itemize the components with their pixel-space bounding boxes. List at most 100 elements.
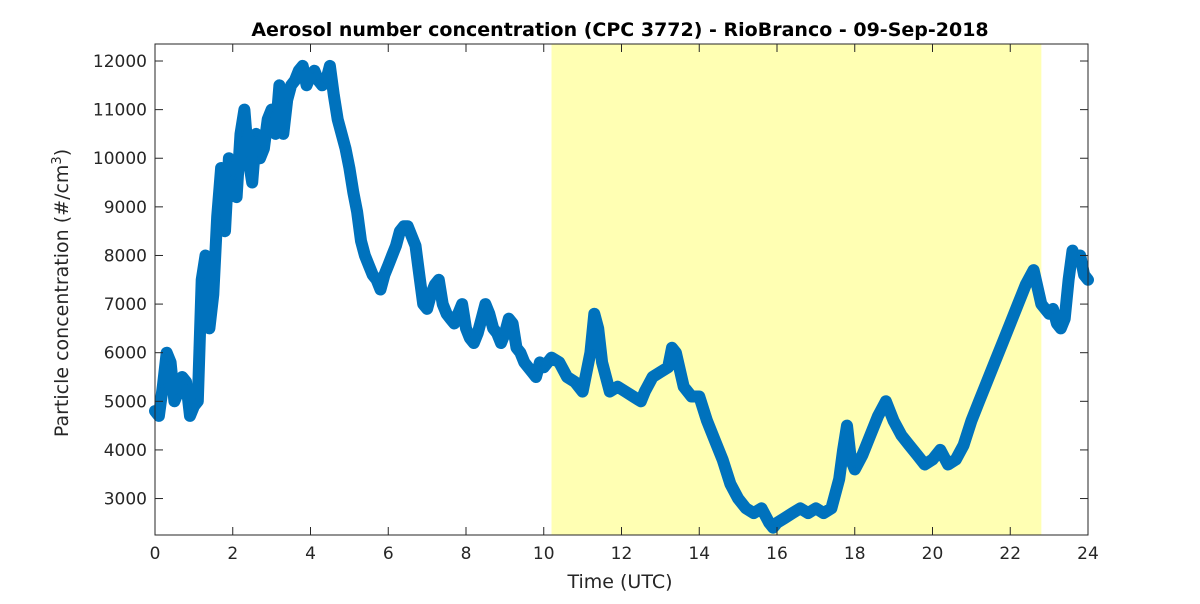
x-tick-label: 10	[533, 544, 555, 564]
data-point	[1044, 309, 1054, 319]
data-point	[570, 377, 580, 387]
y-axis-label: Particle concentration (#/cm3)	[50, 149, 74, 437]
highlight-interval	[551, 44, 1042, 535]
data-point	[473, 329, 482, 338]
data-point	[356, 236, 366, 246]
x-tick-label: 8	[461, 544, 472, 564]
data-point	[1048, 304, 1058, 314]
data-point	[298, 61, 307, 71]
data-point	[527, 367, 537, 377]
data-point	[1060, 314, 1069, 323]
data-point	[912, 450, 922, 459]
data-point	[154, 411, 164, 421]
data-point	[827, 504, 836, 513]
data-point	[158, 382, 167, 391]
data-point	[547, 353, 556, 362]
data-point	[454, 309, 463, 319]
data-point	[846, 455, 856, 464]
data-point	[535, 358, 545, 367]
y-axis: 3000 4000 5000 6000 7000 8000 9000 10000 11000 12…	[93, 52, 1088, 510]
data-point	[936, 445, 945, 455]
data-point	[663, 363, 673, 372]
data-point	[897, 431, 906, 440]
data-point	[512, 343, 521, 353]
y-axis-label-suffix: )	[51, 149, 73, 156]
data-point	[364, 260, 374, 270]
data-point	[562, 372, 572, 382]
data-point	[597, 358, 607, 367]
data-point	[259, 144, 269, 153]
data-point	[240, 105, 249, 114]
data-point	[904, 440, 914, 450]
data-point	[282, 95, 292, 105]
data-point	[446, 314, 455, 323]
data-point	[500, 329, 510, 338]
data-point	[508, 319, 517, 328]
data-point	[990, 358, 999, 367]
data-point	[788, 508, 797, 518]
data-point	[765, 518, 774, 528]
data-point	[889, 416, 898, 425]
data-point	[605, 387, 615, 396]
data-point	[667, 343, 677, 353]
y-tick-label: 8000	[104, 246, 147, 266]
data-point	[236, 129, 245, 139]
data-point	[302, 81, 311, 90]
data-point	[531, 372, 541, 382]
data-point	[842, 421, 852, 430]
data-point	[255, 154, 265, 163]
data-point	[205, 324, 214, 333]
data-point	[391, 241, 401, 250]
data-point	[411, 241, 420, 250]
data-point	[881, 397, 891, 406]
x-tick-label: 18	[844, 544, 866, 564]
y-tick-label: 9000	[104, 198, 147, 218]
y-tick-label: 12000	[93, 52, 147, 72]
data-point	[920, 460, 929, 469]
data-point	[442, 309, 451, 319]
data-point	[998, 338, 1007, 348]
x-tick-label: 14	[688, 544, 710, 564]
data-point	[524, 363, 533, 372]
data-point	[345, 163, 354, 173]
data-point	[430, 280, 440, 289]
data-point	[1013, 299, 1023, 309]
data-point	[251, 129, 261, 139]
data-point	[224, 154, 234, 163]
data-point	[263, 115, 272, 124]
data-point	[733, 494, 743, 503]
data-point	[648, 372, 657, 382]
data-point	[329, 90, 339, 100]
data-point	[959, 440, 968, 450]
x-tick-label: 6	[383, 544, 394, 564]
data-point	[726, 479, 735, 489]
data-point	[162, 348, 171, 357]
data-point	[271, 129, 280, 139]
data-point	[193, 397, 202, 406]
data-point	[772, 518, 782, 528]
data-point	[337, 129, 346, 139]
data-point	[943, 460, 953, 469]
data-point	[279, 129, 288, 139]
data-point	[395, 226, 405, 236]
data-point	[516, 348, 525, 357]
x-tick-label: 0	[150, 544, 161, 564]
data-point	[197, 275, 206, 284]
data-point	[286, 81, 296, 90]
data-point	[695, 392, 704, 401]
y-tick-label: 5000	[104, 392, 147, 412]
data-point	[267, 105, 276, 114]
data-point	[803, 508, 813, 518]
data-point	[485, 309, 494, 319]
data-point	[504, 314, 513, 323]
data-point	[819, 508, 828, 518]
data-point	[858, 450, 867, 459]
y-tick-label: 4000	[104, 441, 147, 461]
data-point	[873, 411, 883, 421]
data-point	[757, 504, 766, 513]
data-point	[539, 363, 548, 372]
data-point	[796, 504, 805, 513]
data-point	[178, 372, 187, 382]
data-point	[349, 188, 358, 197]
data-point	[1079, 270, 1089, 280]
